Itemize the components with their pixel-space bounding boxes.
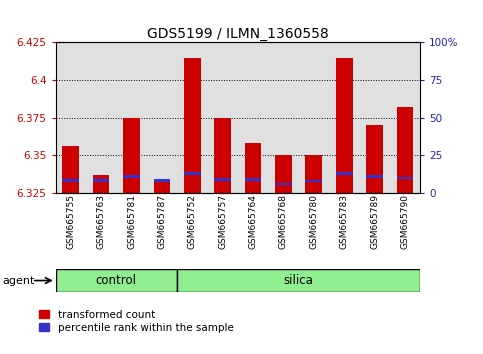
- Bar: [184, 58, 200, 193]
- Bar: [245, 178, 261, 181]
- Bar: [184, 172, 200, 175]
- Text: control: control: [96, 274, 137, 287]
- Bar: [397, 107, 413, 193]
- Bar: [397, 177, 413, 179]
- Bar: [177, 269, 420, 292]
- Bar: [336, 172, 353, 175]
- Bar: [305, 155, 322, 193]
- Bar: [154, 179, 170, 182]
- Bar: [62, 179, 79, 182]
- Bar: [93, 175, 110, 193]
- Bar: [305, 180, 322, 182]
- Title: GDS5199 / ILMN_1360558: GDS5199 / ILMN_1360558: [147, 28, 329, 41]
- Bar: [275, 155, 292, 193]
- Legend: transformed count, percentile rank within the sample: transformed count, percentile rank withi…: [39, 310, 234, 333]
- Text: agent: agent: [2, 275, 35, 286]
- Text: silica: silica: [284, 274, 313, 287]
- Bar: [56, 269, 177, 292]
- Bar: [62, 146, 79, 193]
- Bar: [336, 58, 353, 193]
- Bar: [366, 175, 383, 178]
- Bar: [366, 125, 383, 193]
- Bar: [214, 118, 231, 193]
- Bar: [214, 178, 231, 181]
- Bar: [245, 143, 261, 193]
- Bar: [93, 179, 110, 182]
- Bar: [275, 183, 292, 185]
- Bar: [154, 182, 170, 193]
- Bar: [123, 118, 140, 193]
- Bar: [123, 175, 140, 178]
